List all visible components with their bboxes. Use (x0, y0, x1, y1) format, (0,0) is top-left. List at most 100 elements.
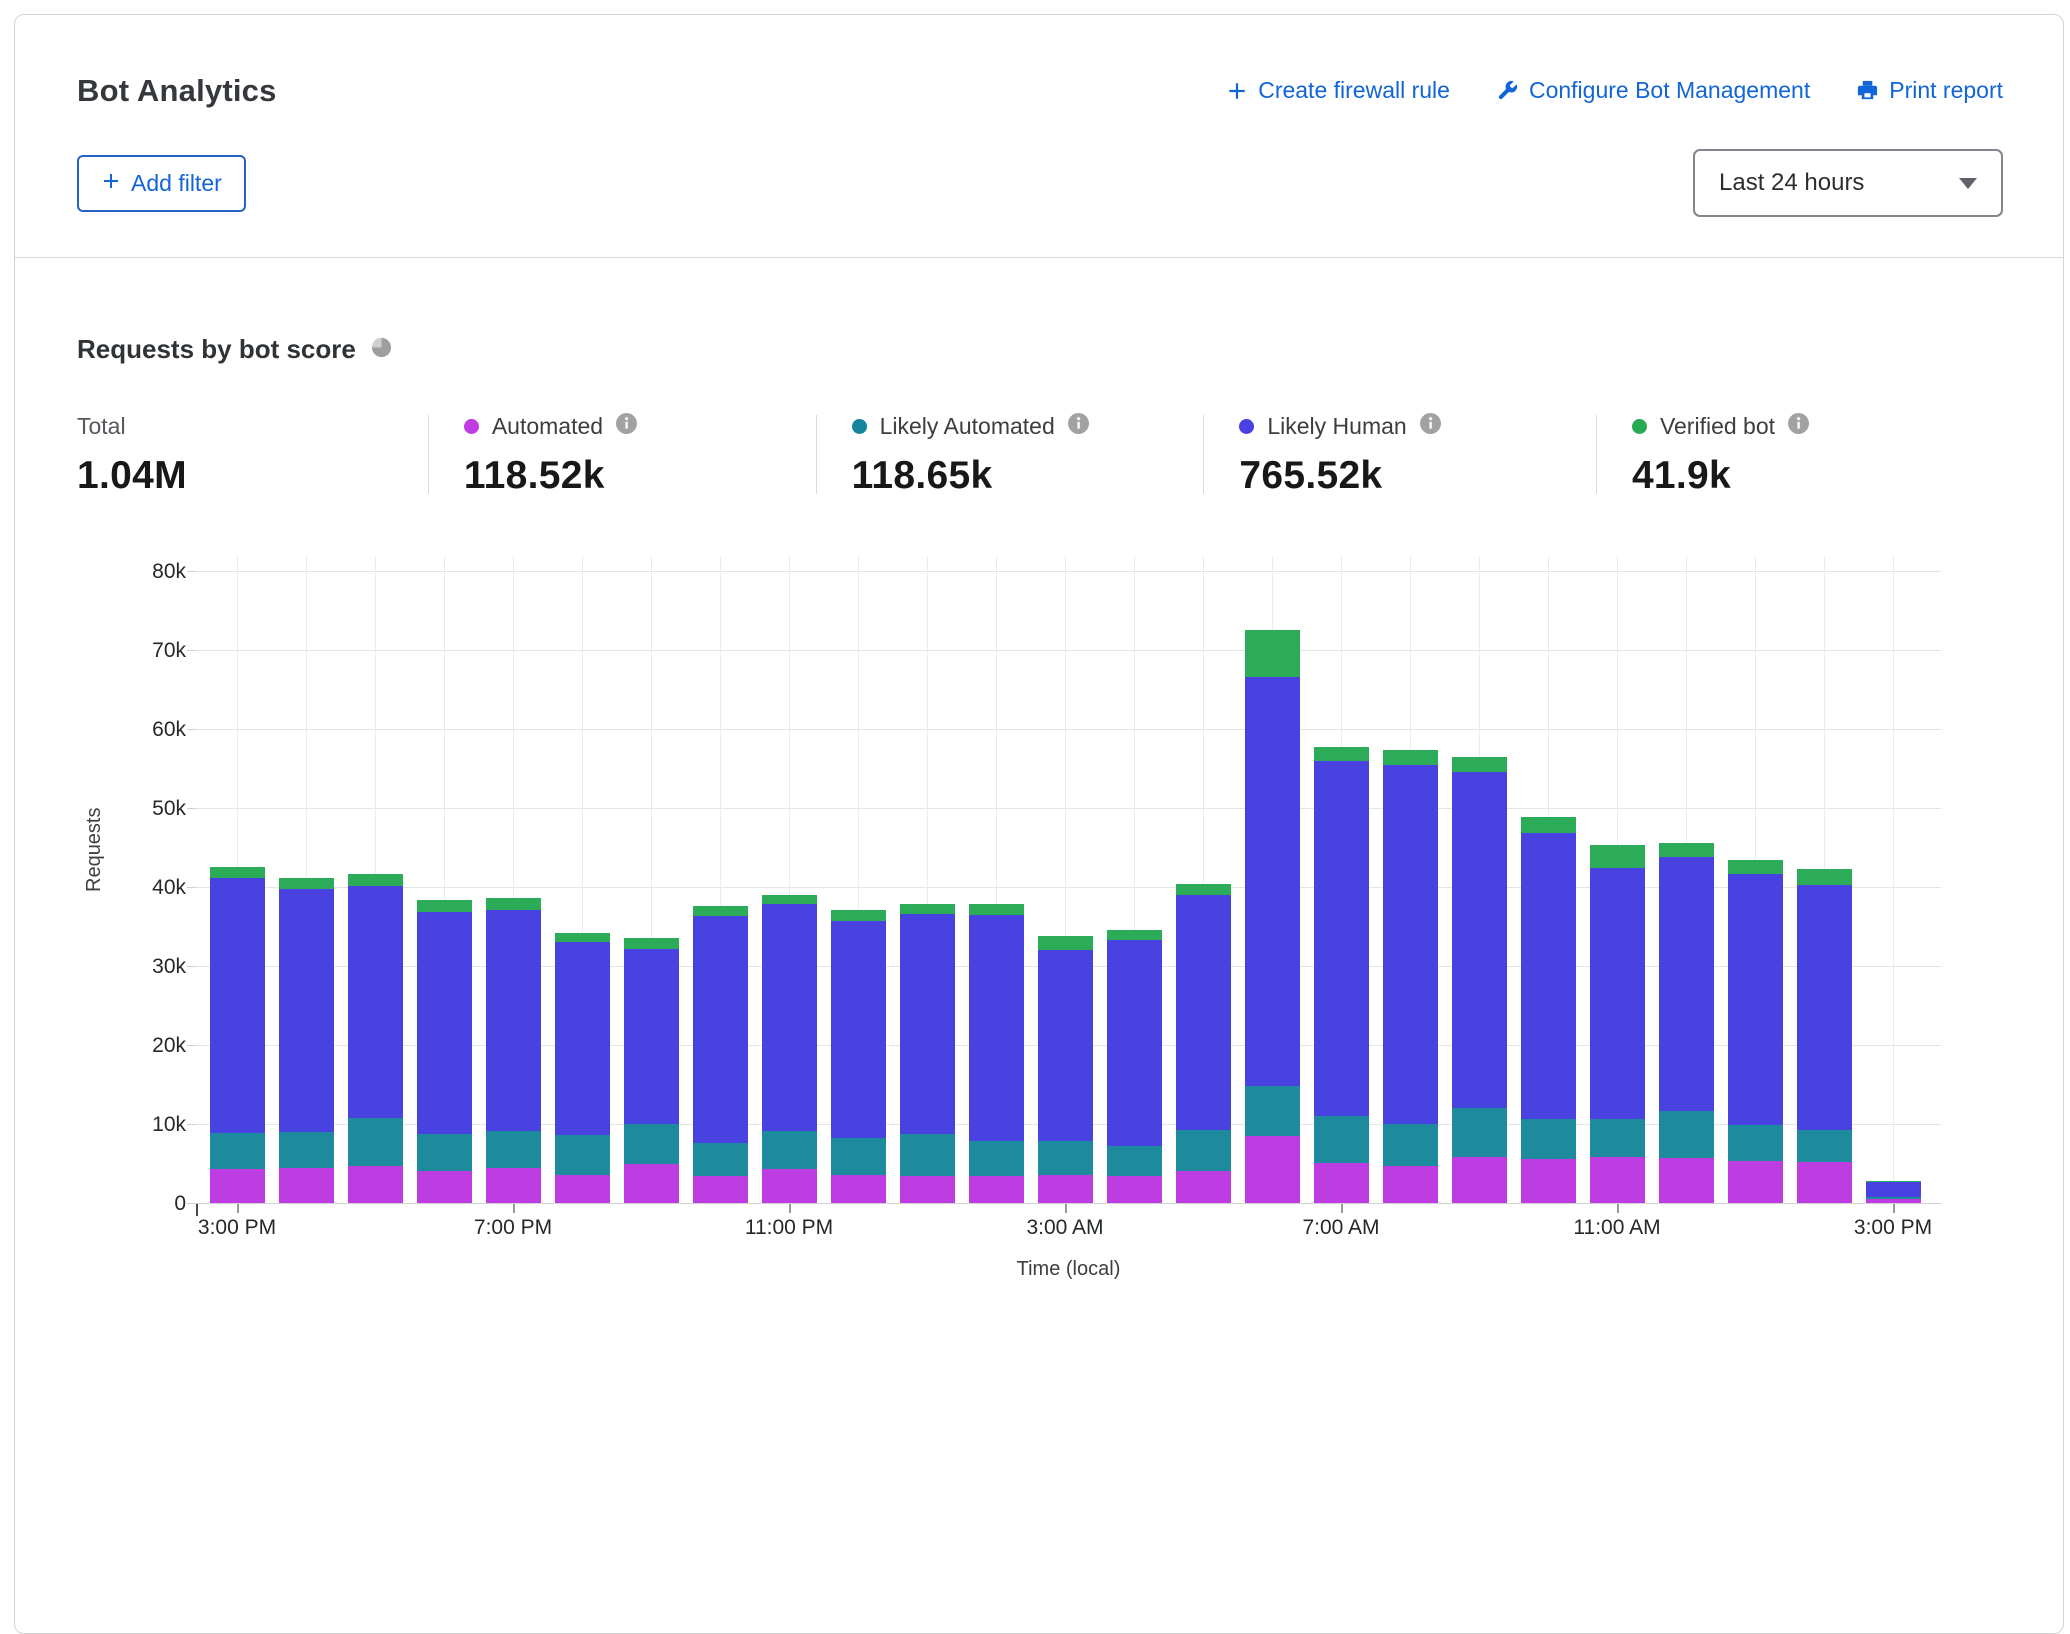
print-report-link[interactable]: Print report (1856, 77, 2003, 104)
info-icon[interactable] (1788, 413, 1810, 439)
x-tick-label: 11:00 PM (744, 1216, 834, 1239)
bar-11-00-am[interactable] (1589, 845, 1645, 1203)
segment-verified-bot (1658, 842, 1714, 857)
x-tick (1341, 1204, 1343, 1213)
stat-value: 1.04M (77, 454, 187, 497)
y-tick (187, 887, 196, 888)
x-axis-title: Time (local) (1016, 1258, 1121, 1280)
segment-verified-bot (1727, 860, 1783, 875)
y-tick-label: 20k (152, 1034, 186, 1057)
segment-verified-bot (1244, 630, 1300, 677)
bar-4-00-am[interactable] (1106, 929, 1162, 1203)
bar-7-00-pm[interactable] (485, 898, 541, 1203)
bar-10-00-am[interactable] (1520, 816, 1576, 1203)
segment-automated (623, 1164, 679, 1203)
y-tick (187, 729, 196, 730)
bar-10-00-pm[interactable] (692, 905, 748, 1203)
segment-likely-human (347, 886, 403, 1118)
segment-likely-automated (1796, 1130, 1852, 1162)
segment-likely-automated (1037, 1140, 1093, 1176)
y-tick (187, 571, 196, 572)
segment-likely-human (968, 914, 1024, 1141)
create-firewall-rule-link[interactable]: Create firewall rule (1226, 77, 1450, 104)
configure-bot-management-link[interactable]: Configure Bot Management (1496, 77, 1810, 104)
bar-9-00-pm[interactable] (623, 938, 679, 1203)
segment-likely-human (1520, 833, 1576, 1120)
bar-3-00-am[interactable] (1037, 936, 1093, 1203)
y-tick-label: 80k (152, 560, 186, 583)
segment-likely-human (278, 889, 334, 1132)
segment-likely-automated (1175, 1129, 1231, 1172)
gridline-horizontal (196, 808, 1941, 809)
x-tick-label: 11:00 AM (1573, 1216, 1661, 1239)
stat-label: Total (77, 412, 126, 439)
stat-likely-human: Likely Human 765.52k (1204, 411, 1596, 498)
bar-6-00-pm[interactable] (416, 900, 472, 1203)
segment-likely-human (1727, 874, 1783, 1125)
bar-3-00-pm[interactable] (1865, 1180, 1921, 1203)
bar-12-00-am[interactable] (830, 909, 886, 1203)
bar-2-00-pm[interactable] (1796, 868, 1852, 1203)
segment-likely-human (209, 877, 265, 1133)
bar-8-00-am[interactable] (1382, 750, 1438, 1203)
info-icon[interactable] (616, 413, 638, 439)
segment-automated (1796, 1161, 1852, 1203)
segment-verified-bot (761, 894, 817, 905)
bar-3-00-pm[interactable] (209, 866, 265, 1203)
segment-verified-bot (1175, 883, 1231, 895)
segment-likely-human (554, 942, 610, 1136)
segment-automated (1658, 1157, 1714, 1203)
stat-likely-automated: Likely Automated 118.65k (817, 411, 1204, 498)
stat-value: 765.52k (1239, 454, 1383, 497)
y-tick (187, 966, 196, 967)
action-label: Print report (1889, 77, 2003, 103)
stat-separator (427, 415, 429, 494)
bar-1-00-pm[interactable] (1727, 860, 1783, 1203)
bar-9-00-am[interactable] (1451, 756, 1507, 1203)
bar-6-00-am[interactable] (1244, 630, 1300, 1203)
segment-likely-automated (761, 1131, 817, 1170)
stat-label: Likely Automated (879, 412, 1055, 439)
segment-verified-bot (554, 932, 610, 943)
y-tick (187, 808, 196, 809)
segment-likely-automated (1589, 1119, 1645, 1158)
gridline-vertical (1893, 556, 1894, 1203)
segment-automated (485, 1168, 541, 1203)
segment-verified-bot (623, 938, 679, 950)
info-icon[interactable] (1067, 413, 1089, 439)
segment-verified-bot (1106, 929, 1162, 940)
time-range-dropdown[interactable]: Last 24 hours (1693, 149, 2003, 217)
plus-icon (101, 170, 121, 197)
info-icon[interactable] (1419, 413, 1441, 439)
bar-8-00-pm[interactable] (554, 932, 610, 1203)
segment-likely-human (1382, 765, 1438, 1125)
segment-verified-bot (1520, 816, 1576, 834)
segment-likely-automated (623, 1124, 679, 1165)
bar-12-00-pm[interactable] (1658, 842, 1714, 1203)
add-filter-button[interactable]: Add filter (77, 154, 246, 212)
segment-automated (692, 1176, 748, 1203)
segment-automated (1106, 1176, 1162, 1203)
bar-7-00-am[interactable] (1313, 747, 1369, 1203)
segment-likely-human (1037, 950, 1093, 1141)
legend-dot (851, 418, 867, 434)
y-tick-label: 40k (152, 876, 186, 899)
bar-5-00-pm[interactable] (347, 873, 403, 1203)
x-tick-label: 7:00 PM (473, 1216, 553, 1239)
gridline-horizontal (196, 571, 1941, 572)
bar-2-00-am[interactable] (968, 904, 1024, 1203)
segment-likely-human (1796, 885, 1852, 1131)
segment-verified-bot (1589, 845, 1645, 869)
segment-automated (416, 1171, 472, 1203)
bar-5-00-am[interactable] (1175, 883, 1231, 1203)
stats-row: Total 1.04M Automated 118.52k Likely Automat… (77, 411, 2003, 498)
stat-label: Likely Human (1267, 412, 1407, 439)
segment-likely-automated (899, 1134, 955, 1177)
bar-1-00-am[interactable] (899, 904, 955, 1203)
bar-11-00-pm[interactable] (761, 894, 817, 1203)
gridline-vertical (1134, 556, 1135, 1203)
wrench-icon (1496, 79, 1519, 102)
stat-label: Automated (491, 412, 604, 439)
legend-dot (1631, 418, 1647, 434)
bar-4-00-pm[interactable] (278, 877, 334, 1203)
